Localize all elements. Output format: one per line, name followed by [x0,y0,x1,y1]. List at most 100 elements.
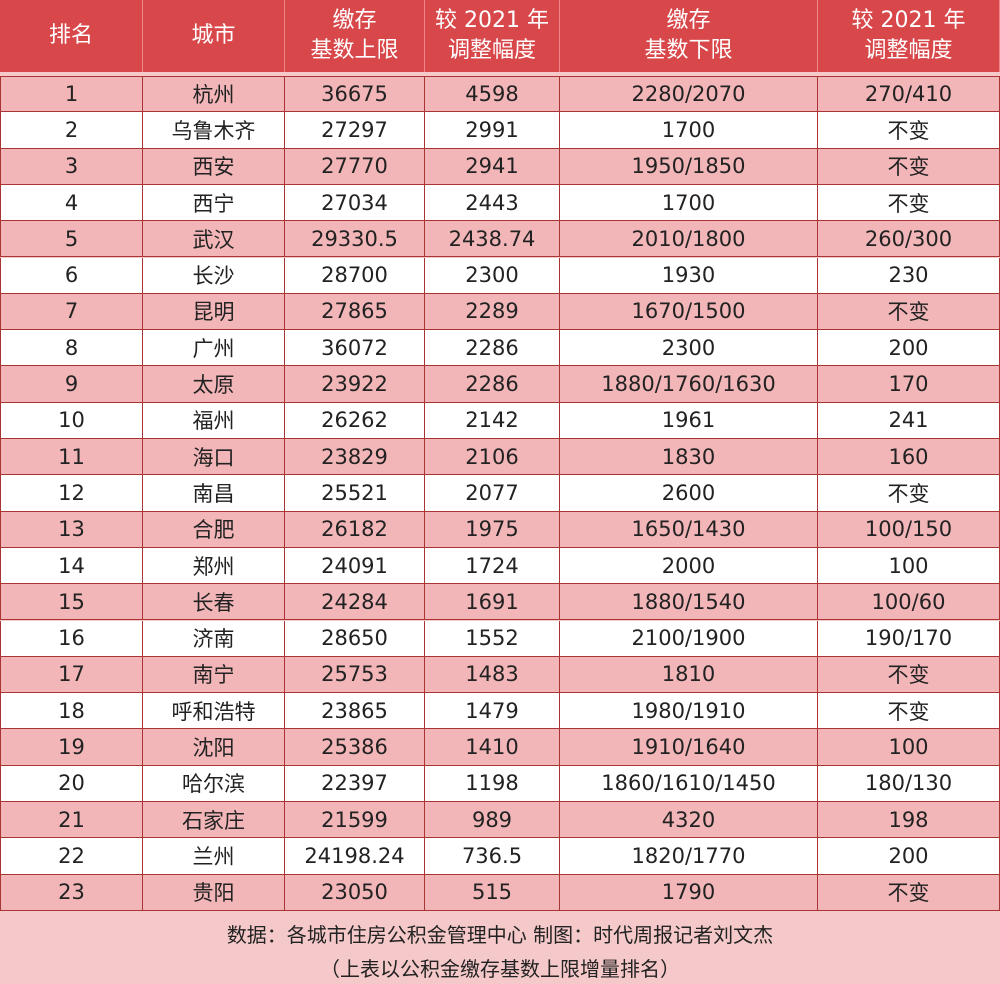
table-cell: 2443 [425,184,560,222]
table-cell: 2077 [425,475,560,512]
table-cell: 沈阳 [143,729,285,766]
table-cell: 23922 [285,366,425,403]
table-cell: 989 [425,802,560,839]
table-cell: 20 [0,765,143,802]
header-text: 排名 [48,23,93,48]
table-cell: 1830 [560,439,818,476]
table-cell: 11 [0,439,143,476]
table-cell: 2991 [425,112,560,149]
table-cell: 27865 [285,293,425,331]
table-cell: 乌鲁木齐 [143,112,285,149]
header-text: 基数下限 [644,38,733,63]
header-text: 基数上限 [310,38,399,63]
footer-note: 数据：各城市住房公积金管理中心 制图：时代周报记者刘文杰 [226,922,774,947]
table-cell: 杭州 [143,76,285,113]
table-cell: 241 [818,402,1000,439]
table-cell: 12 [0,475,143,512]
table-cell: 8 [0,330,143,367]
table-cell: 兰州 [143,838,285,875]
table-cell: 海口 [143,439,285,476]
table-cell: 合肥 [143,511,285,548]
table-cell: 24091 [285,547,425,585]
table-cell: 23829 [285,439,425,476]
table-cell: 230 [818,257,1000,294]
table-cell: 1650/1430 [560,511,818,548]
table-cell: 26262 [285,402,425,439]
header-cell: 城市 [143,0,285,72]
table-cell: 23 [0,874,143,911]
table-cell: 22397 [285,765,425,802]
table-cell: 1410 [425,729,560,766]
table-cell: 27034 [285,184,425,222]
table-cell: 郑州 [143,547,285,585]
table-cell: 2280/2070 [560,76,818,113]
table-cell: 4598 [425,76,560,113]
table-cell: 长沙 [143,257,285,294]
table-cell: 28650 [285,620,425,657]
table-cell: 不变 [818,293,1000,331]
table-cell: 西安 [143,148,285,185]
table-cell: 2000 [560,547,818,585]
table-cell: 21 [0,802,143,839]
table-cell: 太原 [143,366,285,403]
table-cell: 1552 [425,620,560,657]
table-cell: 23050 [285,874,425,911]
table-cell: 9 [0,366,143,403]
table-cell: 160 [818,439,1000,476]
table-cell: 22 [0,838,143,875]
table-cell: 1880/1540 [560,584,818,621]
table-cell: 1724 [425,547,560,585]
table-cell: 贵阳 [143,874,285,911]
header-cell: 排名 [0,0,143,72]
table-cell: 27297 [285,112,425,149]
header-text: 城市 [191,23,236,48]
table-cell: 2300 [425,257,560,294]
table-cell: 西宁 [143,184,285,222]
header-cell: 较 2021 年调整幅度 [818,0,1000,72]
table-cell: 哈尔滨 [143,765,285,802]
table-cell: 不变 [818,874,1000,911]
table-cell: 1 [0,76,143,113]
table-cell: 1950/1850 [560,148,818,185]
table-cell: 2106 [425,439,560,476]
table-cell: 不变 [818,656,1000,694]
table-cell: 25521 [285,475,425,512]
table-cell: 济南 [143,620,285,657]
table-cell: 1691 [425,584,560,621]
table-cell: 武汉 [143,221,285,258]
table-cell: 1880/1760/1630 [560,366,818,403]
table-cell: 石家庄 [143,802,285,839]
table-cell: 198 [818,802,1000,839]
table-cell: 19 [0,729,143,766]
table-cell: 14 [0,547,143,585]
table-cell: 1790 [560,874,818,911]
table-cell: 昆明 [143,293,285,331]
table-cell: 7 [0,293,143,331]
table-cell: 1198 [425,765,560,802]
table-cell: 13 [0,511,143,548]
table-cell: 10 [0,402,143,439]
footer-note: （上表以公积金缴存基数上限增量排名） [320,956,680,981]
table-cell: 1910/1640 [560,729,818,766]
table-cell: 16 [0,620,143,657]
table-cell: 不变 [818,148,1000,185]
table-cell: 2 [0,112,143,149]
table-cell: 27770 [285,148,425,185]
table-cell: 100/60 [818,584,1000,621]
header-text: 缴存 [666,8,711,33]
table-cell: 260/300 [818,221,1000,258]
header-text: 调整幅度 [864,38,953,63]
table-cell: 5 [0,221,143,258]
header-text: 较 2021 年 [435,8,549,33]
table-cell: 26182 [285,511,425,548]
table-cell: 24284 [285,584,425,621]
table-cell: 4320 [560,802,818,839]
table-cell: 2600 [560,475,818,512]
table-cell: 4 [0,184,143,222]
table-cell: 180/130 [818,765,1000,802]
table-cell: 736.5 [425,838,560,875]
table-cell: 21599 [285,802,425,839]
table-cell: 福州 [143,402,285,439]
table-cell: 不变 [818,475,1000,512]
table-cell: 24198.24 [285,838,425,875]
